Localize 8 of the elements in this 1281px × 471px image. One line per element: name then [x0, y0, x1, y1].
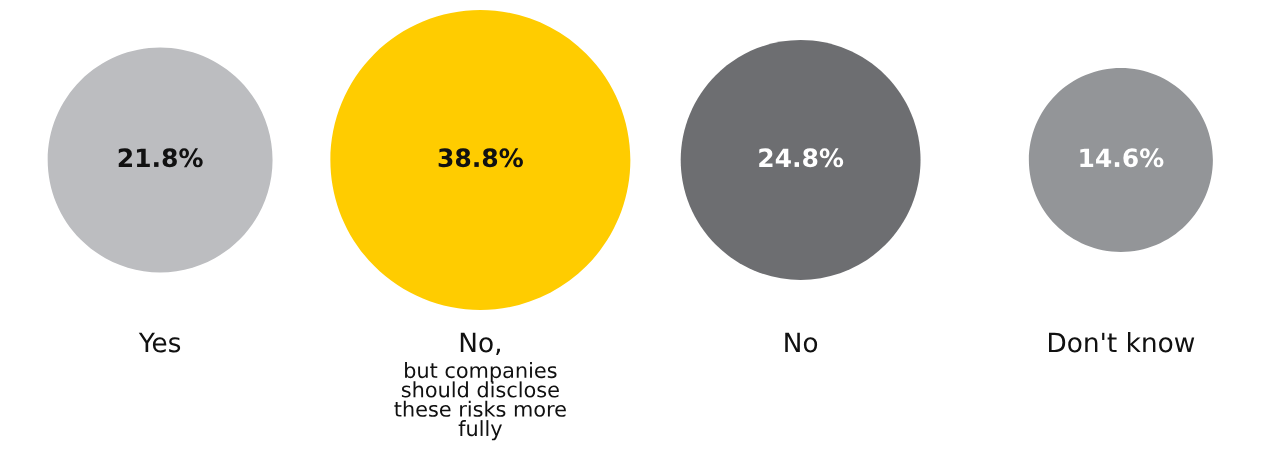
data-label: 38.8%: [438, 148, 523, 168]
category-label: Don't know: [1049, 332, 1195, 353]
data-label: 14.6%: [1080, 148, 1164, 168]
category-label: Yes: [138, 332, 181, 353]
data-label: 21.8%: [118, 148, 203, 168]
category-label: No: [785, 332, 818, 353]
category-label: No, but companies should disclose these risks more fully: [394, 332, 566, 441]
data-label: 24.8%: [759, 148, 844, 168]
